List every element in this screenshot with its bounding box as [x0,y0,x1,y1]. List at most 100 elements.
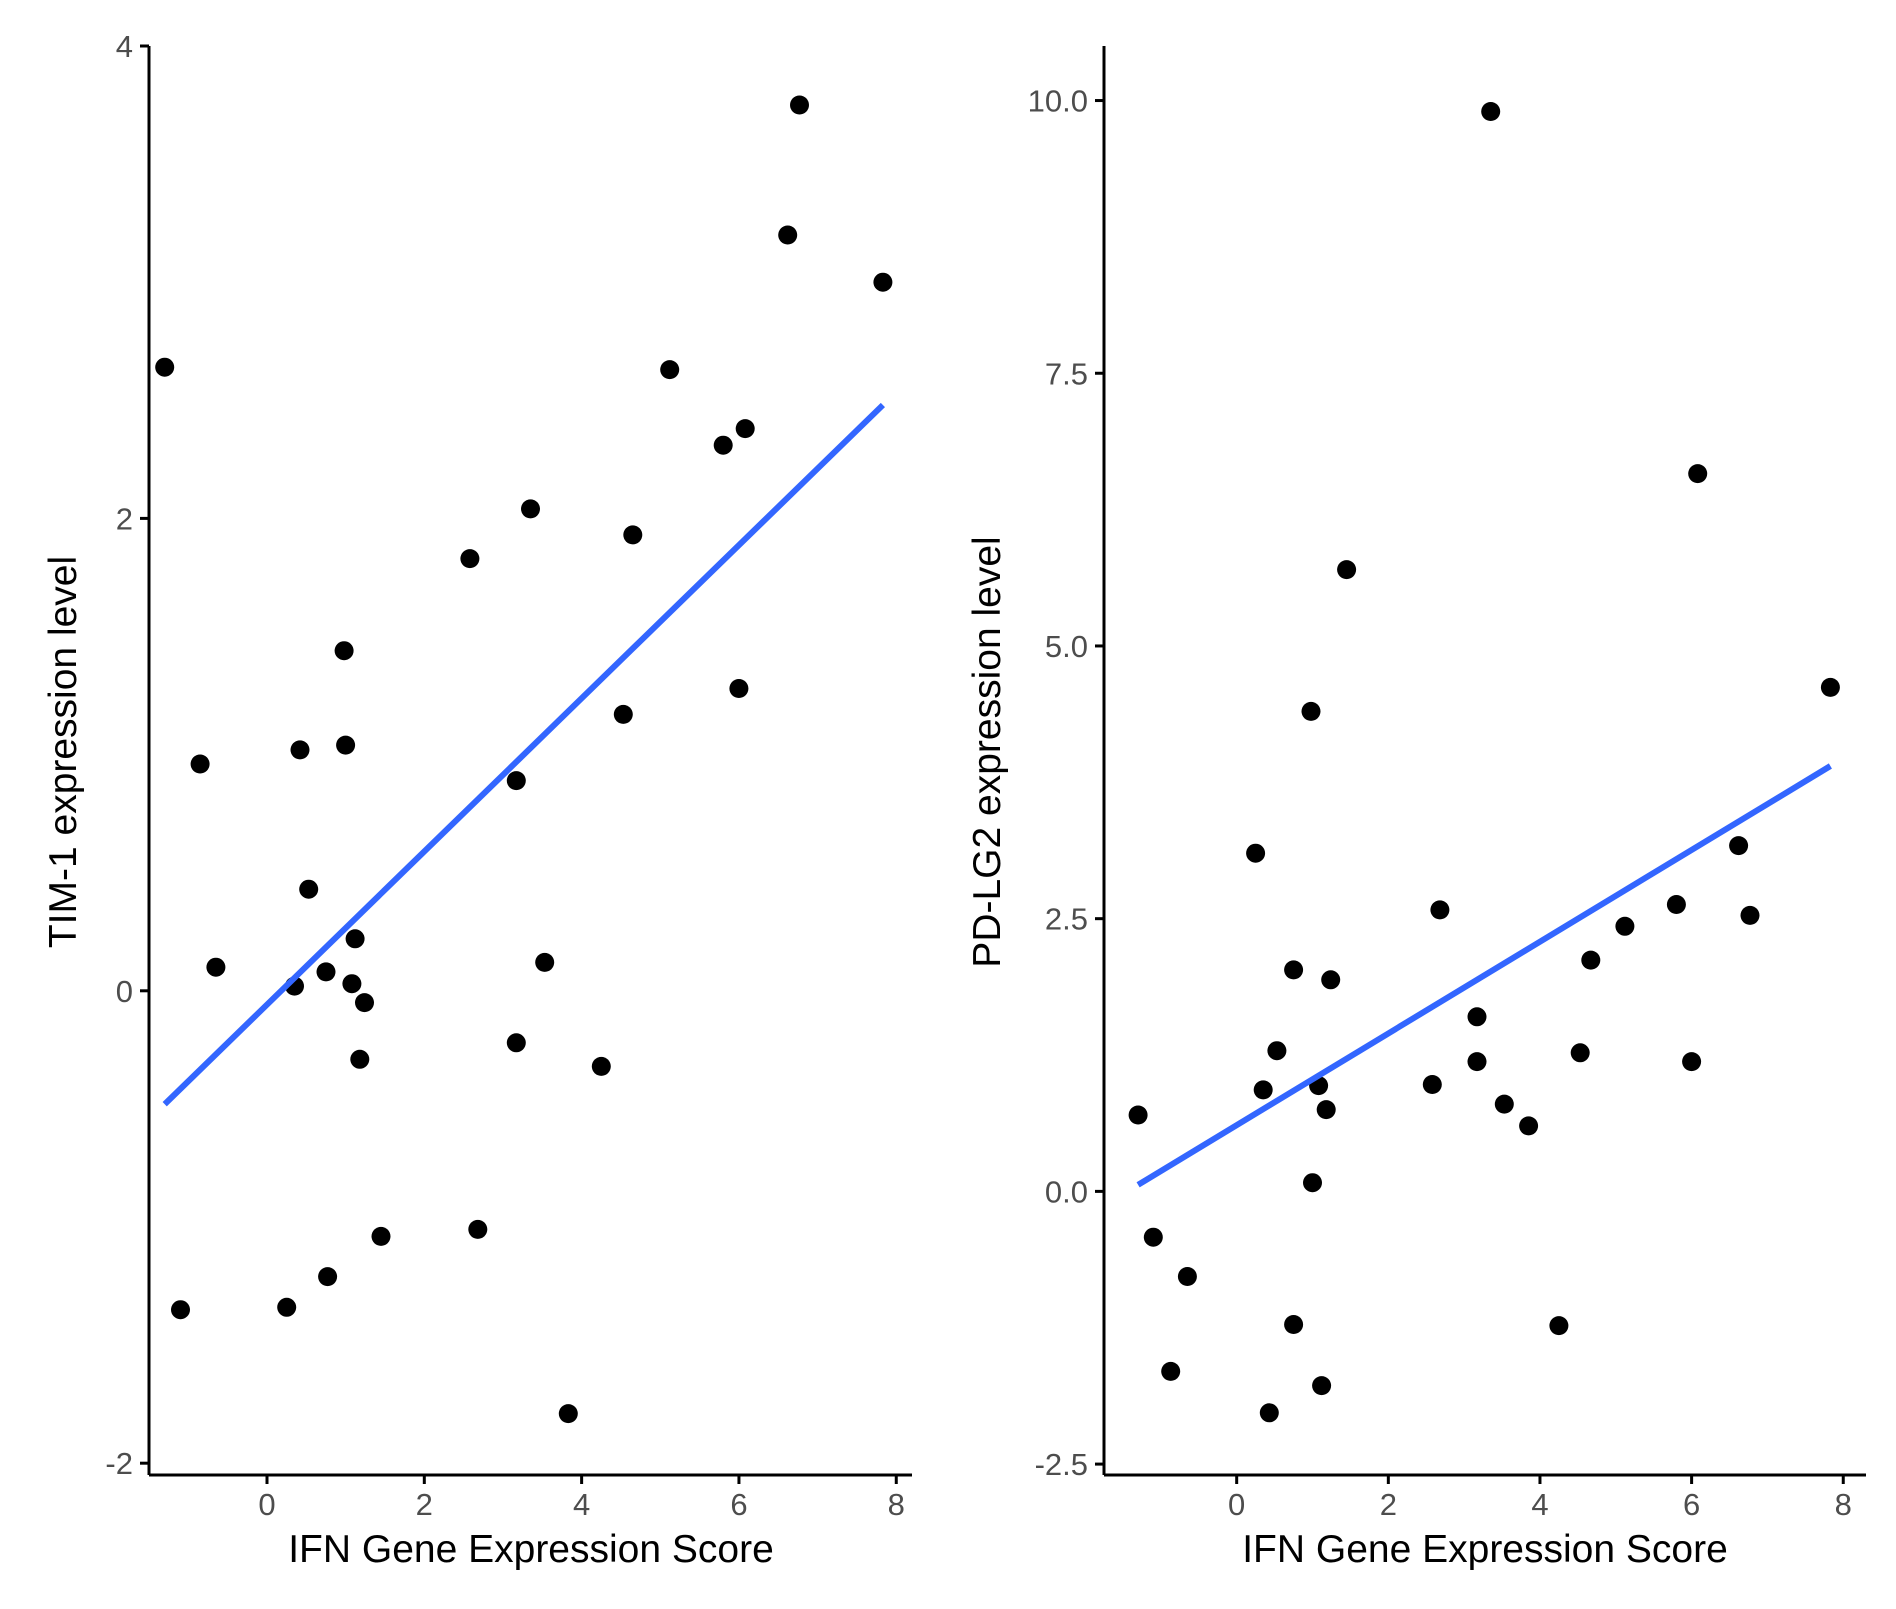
tim1-point-20 [506,771,526,791]
pdlg2-fit-line-group [1136,763,1832,1188]
pdlg2-point-2 [1143,1227,1163,1247]
pdlg2-point-11 [1301,701,1321,721]
tim1-point-18 [460,549,480,569]
tim1-point-7 [290,740,310,760]
tim1-y-tick-label-4: 4 [116,29,133,64]
pdlg2-point-12 [1303,1173,1322,1193]
pdlg2-point-10 [1284,1315,1304,1334]
tim1-y-tick-label-2: 0 [116,974,133,1009]
tim1-point-5 [277,1297,297,1317]
pdlg2-point-18 [1422,1075,1442,1094]
pdlg2-point-7 [1259,1403,1279,1423]
tim1-x-tick-label-5: 8 [888,1487,905,1522]
pdlg2-fit-line [1136,763,1832,1188]
tim1-point-25 [591,1056,611,1076]
tim1-point-13 [342,974,362,994]
tim1-point-33 [790,95,809,115]
tim1-point-34 [873,272,893,292]
pdlg2-point-15 [1316,1100,1336,1120]
tim1-point-31 [735,419,755,439]
pdlg2-point-29 [1666,895,1686,914]
tim1-y-axis-title: TIM-1 expression level [42,556,85,948]
pdlg2-x-axis-title: IFN Gene Expression Score [1242,1528,1728,1571]
pdlg2-point-1 [1128,1105,1148,1125]
pdlg2-y-tick-label-1: -2.5 [1035,1447,1088,1482]
pdlg2-y-tick-label-2: 0.0 [1045,1174,1088,1209]
pdlg2-axes: -2.5 0.0 2.5 5.0 7.5 10.0 0 2 4 6 8 [1028,46,1866,1522]
tim1-point-4 [206,957,226,977]
tim1-point-32 [778,225,798,245]
pdlg2-point-26 [1570,1043,1590,1063]
pdlg2-point-4 [1177,1267,1197,1286]
pdlg2-point-25 [1549,1316,1569,1336]
tim1-y-tick-label-3: 2 [116,501,133,536]
pdlg2-x-tick-label-1: 0 [1228,1487,1245,1522]
tim1-x-tick-label-4: 6 [730,1487,747,1522]
pdlg2-point-14 [1312,1376,1332,1396]
pdlg2-point-6 [1253,1080,1273,1100]
tim1-point-15 [350,1049,370,1069]
tim1-x-tick-label-2: 2 [416,1487,433,1522]
pdlg2-y-axis-title: PD-LG2 expression level [966,536,1009,967]
pdlg2-point-9 [1284,960,1304,980]
tim1-axes: -2 0 2 4 0 2 4 6 8 [105,29,912,1522]
pdlg2-point-22 [1481,102,1501,121]
tim1-x-axis-title: IFN Gene Expression Score [288,1528,774,1571]
tim1-point-1 [155,357,175,377]
tim1-point-2 [171,1300,190,1320]
tim1-fit-line-group [162,402,885,1107]
tim1-y-tick-label-1: -2 [105,1446,133,1481]
pdlg2-point-19 [1430,900,1450,920]
pdlg2-x-tick-label-5: 8 [1835,1487,1852,1522]
pdlg2-point-5 [1246,843,1266,863]
pdlg2-point-20 [1467,1007,1487,1027]
pdlg2-point-34 [1820,677,1840,697]
tim1-point-12 [336,735,356,755]
pdlg2-x-tick-label-3: 4 [1531,1487,1548,1522]
pdlg2-point-31 [1688,464,1708,484]
pdlg2-point-17 [1337,560,1357,580]
pdlg2-point-16 [1321,970,1341,990]
pdlg2-point-28 [1615,916,1635,936]
tim1-point-24 [558,1404,578,1424]
tim1-x-tick-label-1: 0 [258,1487,275,1522]
tim1-point-22 [521,499,540,519]
tim1-point-10 [318,1267,338,1287]
tim1-point-9 [316,962,336,982]
pdlg2-points [1128,102,1840,1423]
tim1-point-17 [371,1226,391,1246]
pdlg2-point-27 [1581,950,1601,970]
pdlg2-y-tick-label-5: 7.5 [1045,356,1088,391]
tim1-x-tick-label-3: 4 [573,1487,590,1522]
pdlg2-x-tick-label-2: 2 [1380,1487,1397,1522]
pdlg2-point-8 [1267,1041,1287,1061]
tim1-point-26 [613,704,633,724]
tim1-point-23 [535,952,555,972]
tim1-point-8 [299,879,319,899]
tim1-scatter-panel: -2 0 2 4 0 2 4 6 8 IFN Gene Expression Score TIM… [42,29,912,1571]
tim1-fit-line [162,402,885,1107]
tim1-point-29 [713,435,733,455]
tim1-point-16 [355,993,374,1013]
tim1-point-28 [660,360,680,380]
pdlg2-y-tick-label-6: 10.0 [1028,84,1088,119]
tim1-point-21 [506,1033,526,1053]
pdlg2-x-tick-label-4: 6 [1683,1487,1700,1522]
pdlg2-y-tick-label-3: 2.5 [1045,902,1088,937]
tim1-point-11 [334,641,354,661]
pdlg2-point-24 [1519,1116,1539,1136]
tim1-point-3 [190,754,210,774]
pdlg2-point-30 [1682,1052,1702,1072]
pdlg2-scatter-panel: -2.5 0.0 2.5 5.0 7.5 10.0 0 2 4 6 8 IFN Gene Expre… [966,46,1866,1571]
pdlg2-point-33 [1740,905,1760,925]
pdlg2-point-3 [1161,1361,1181,1381]
pdlg2-point-21 [1467,1052,1487,1072]
pdlg2-y-tick-label-4: 5.0 [1045,629,1088,664]
tim1-points [155,95,893,1424]
pdlg2-point-23 [1494,1094,1514,1114]
tim1-point-30 [729,679,749,698]
pdlg2-point-32 [1729,836,1749,856]
tim1-point-19 [468,1219,488,1239]
